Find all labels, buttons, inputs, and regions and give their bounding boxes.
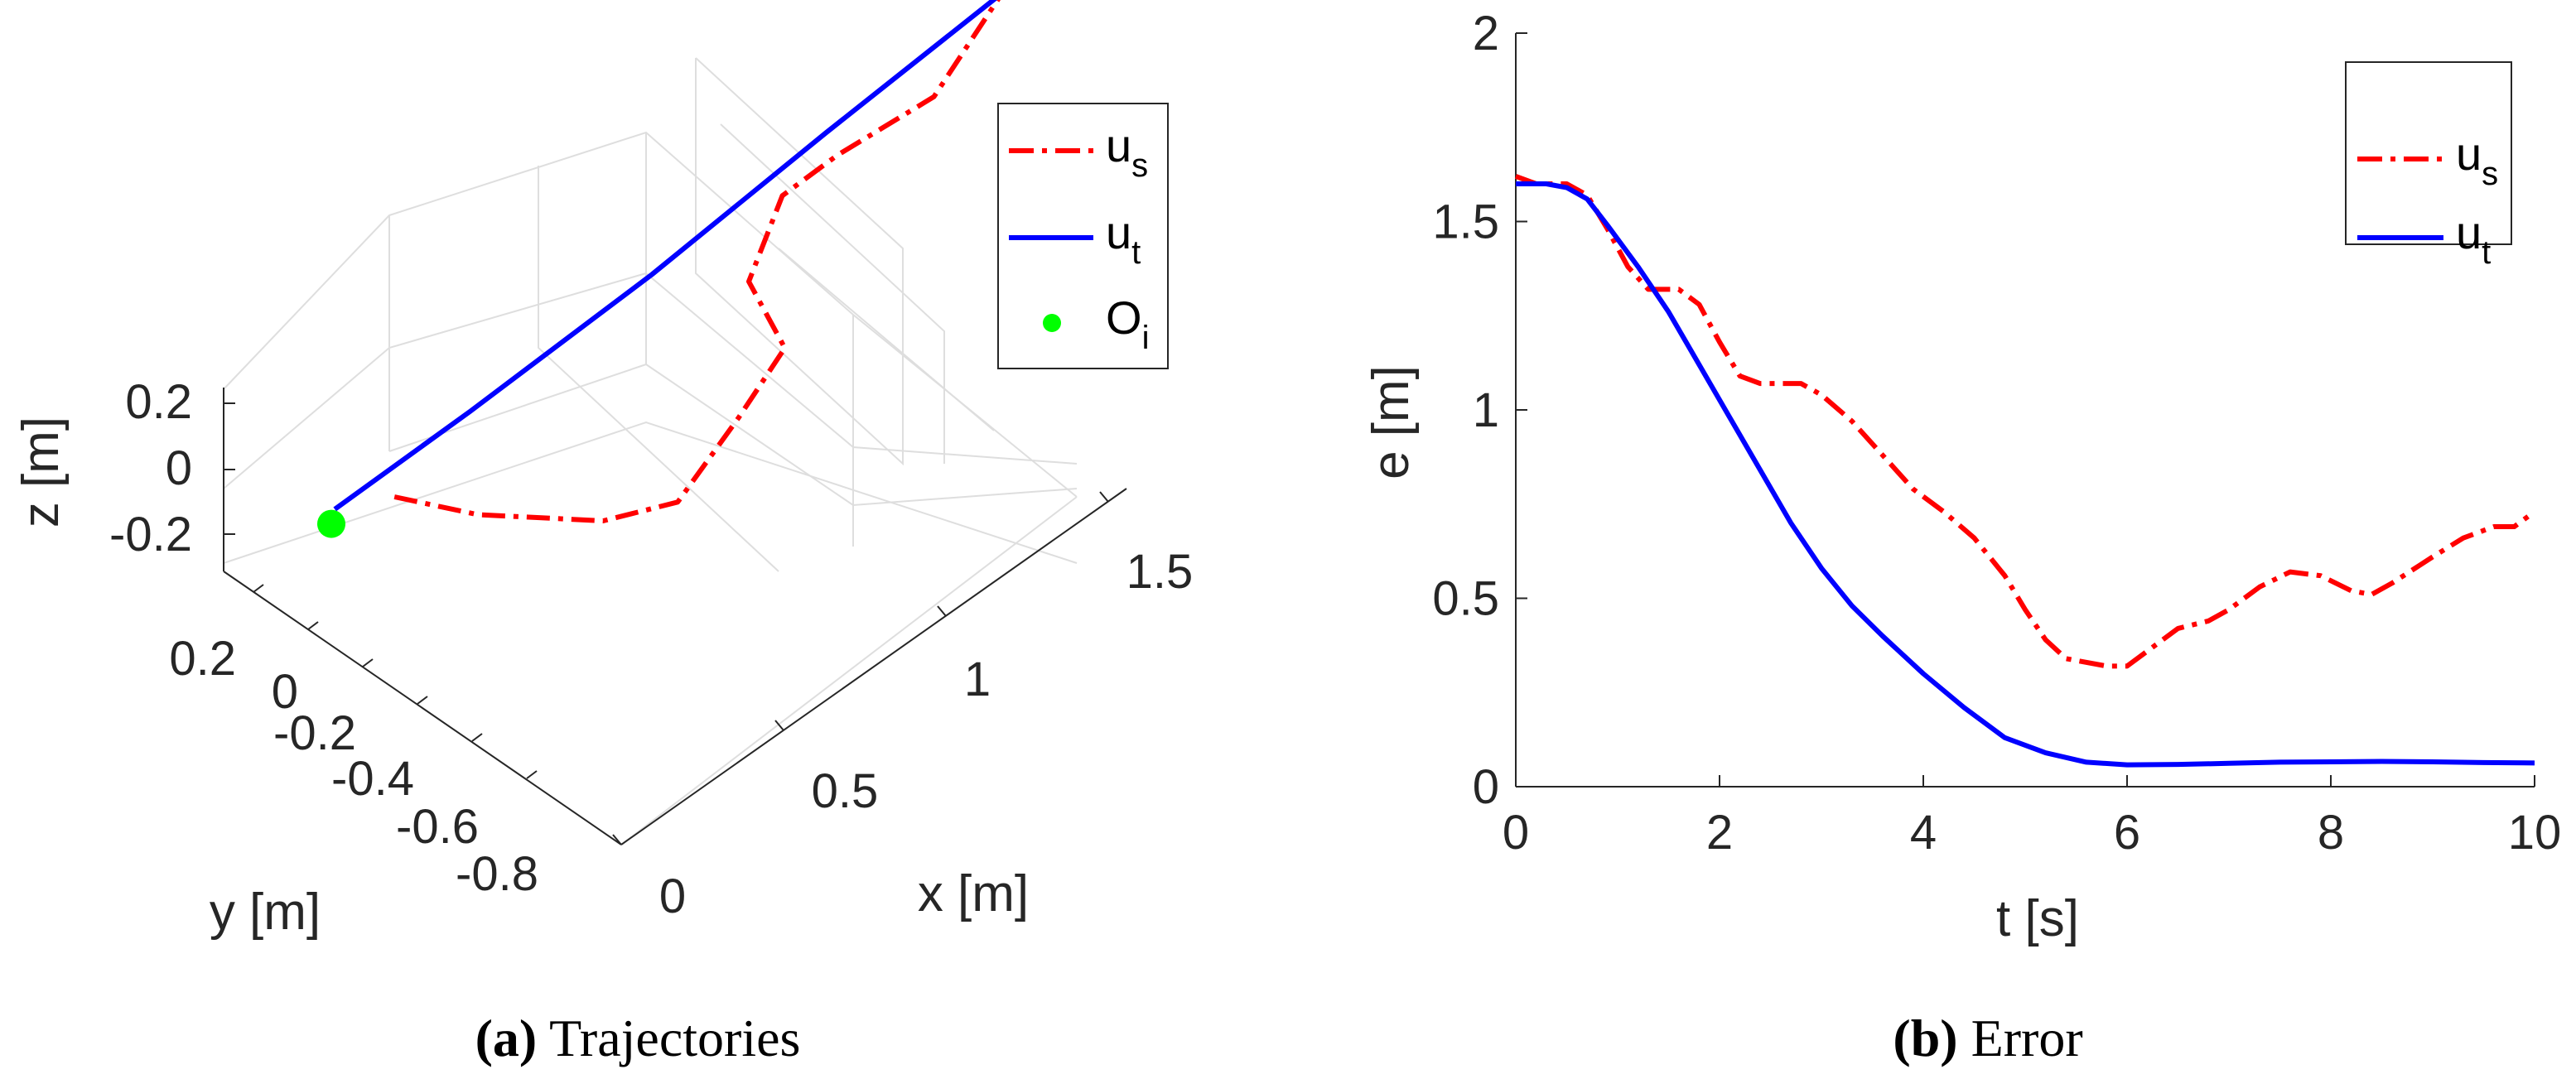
legend-a: us ut Oi [997,103,1169,369]
y-tick-label: 0.2 [169,632,236,686]
t-tick-label: 0 [1503,806,1529,860]
y-tick-label: -0.8 [456,847,538,901]
t-tick-label: 2 [1706,806,1733,860]
y-tick-label: 0 [272,665,298,719]
y-tick-label: -0.2 [273,706,356,760]
z-axis-label: z [m] [12,417,70,527]
e-tick-label: 1 [1473,383,1499,437]
e-axis-label: e [m] [1363,365,1420,479]
legend-ut-label: ut [1106,206,1141,271]
error-line-ut [1516,181,2535,768]
z-tick-label: 0.2 [125,375,192,429]
z-tick-label: -0.2 [109,508,192,561]
e-tick-label: 0 [1473,760,1499,814]
z-tick-label: 0 [166,441,192,495]
error-series [1514,174,2536,768]
origin-marker-oi [317,509,345,538]
trajectories-panel: 0.2 0 -0.2 0.2 0 -0.2 -0.4 -0.6 -0.8 0 0… [12,0,1193,941]
x-tick-label: 1.5 [1126,545,1194,599]
legend-oi-label: Oi [1106,291,1149,356]
z-tick-labels: 0.2 0 -0.2 [109,375,192,561]
legend-us-label: us [2456,128,2498,192]
caption-b: (b) Error [1893,1009,2082,1067]
trajectory-line-ut [333,0,998,512]
x-tick-label: 1 [964,653,991,706]
legend-b: us ut [2345,61,2512,271]
trajectory-line-us [393,0,1001,523]
legend-us-label: us [1106,119,1148,184]
error-panel: 0 0.5 1 1.5 2 0 2 4 6 8 10 e [m] t [s] us ut [1363,7,2561,947]
e-tick-label: 1.5 [1432,195,1499,249]
x-tick-label: 0.5 [812,764,879,818]
e-tick-label: 0.5 [1432,572,1499,626]
t-tick-label: 8 [2318,806,2344,860]
t-tick-label: 10 [2508,806,2562,860]
t-tick-label: 6 [2114,806,2140,860]
trajectory-series [317,0,1001,538]
x-tick-label: 0 [659,869,686,923]
error-axes: 0 0.5 1 1.5 2 0 2 4 6 8 10 [1432,7,2561,860]
legend-oi-marker [1043,314,1061,332]
y-axis-label: y [m] [210,884,321,941]
t-axis-label: t [s] [1996,890,2079,947]
axes-3d [223,388,1127,845]
y-tick-label: -0.4 [331,752,414,806]
legend-ut-label: ut [2456,206,2491,271]
e-tick-label: 2 [1473,7,1499,60]
grid-3d [223,57,1078,845]
legend-box [2345,61,2512,245]
y-tick-labels: 0.2 0 -0.2 -0.4 -0.6 -0.8 [169,632,538,901]
y-tick-label: -0.6 [396,800,479,854]
error-line-us [1514,174,2536,669]
x-axis-label: x [m] [918,865,1029,922]
caption-a: (a) Trajectories [475,1009,801,1067]
t-tick-label: 4 [1910,806,1937,860]
x-tick-labels: 0 0.5 1 1.5 [659,545,1193,923]
